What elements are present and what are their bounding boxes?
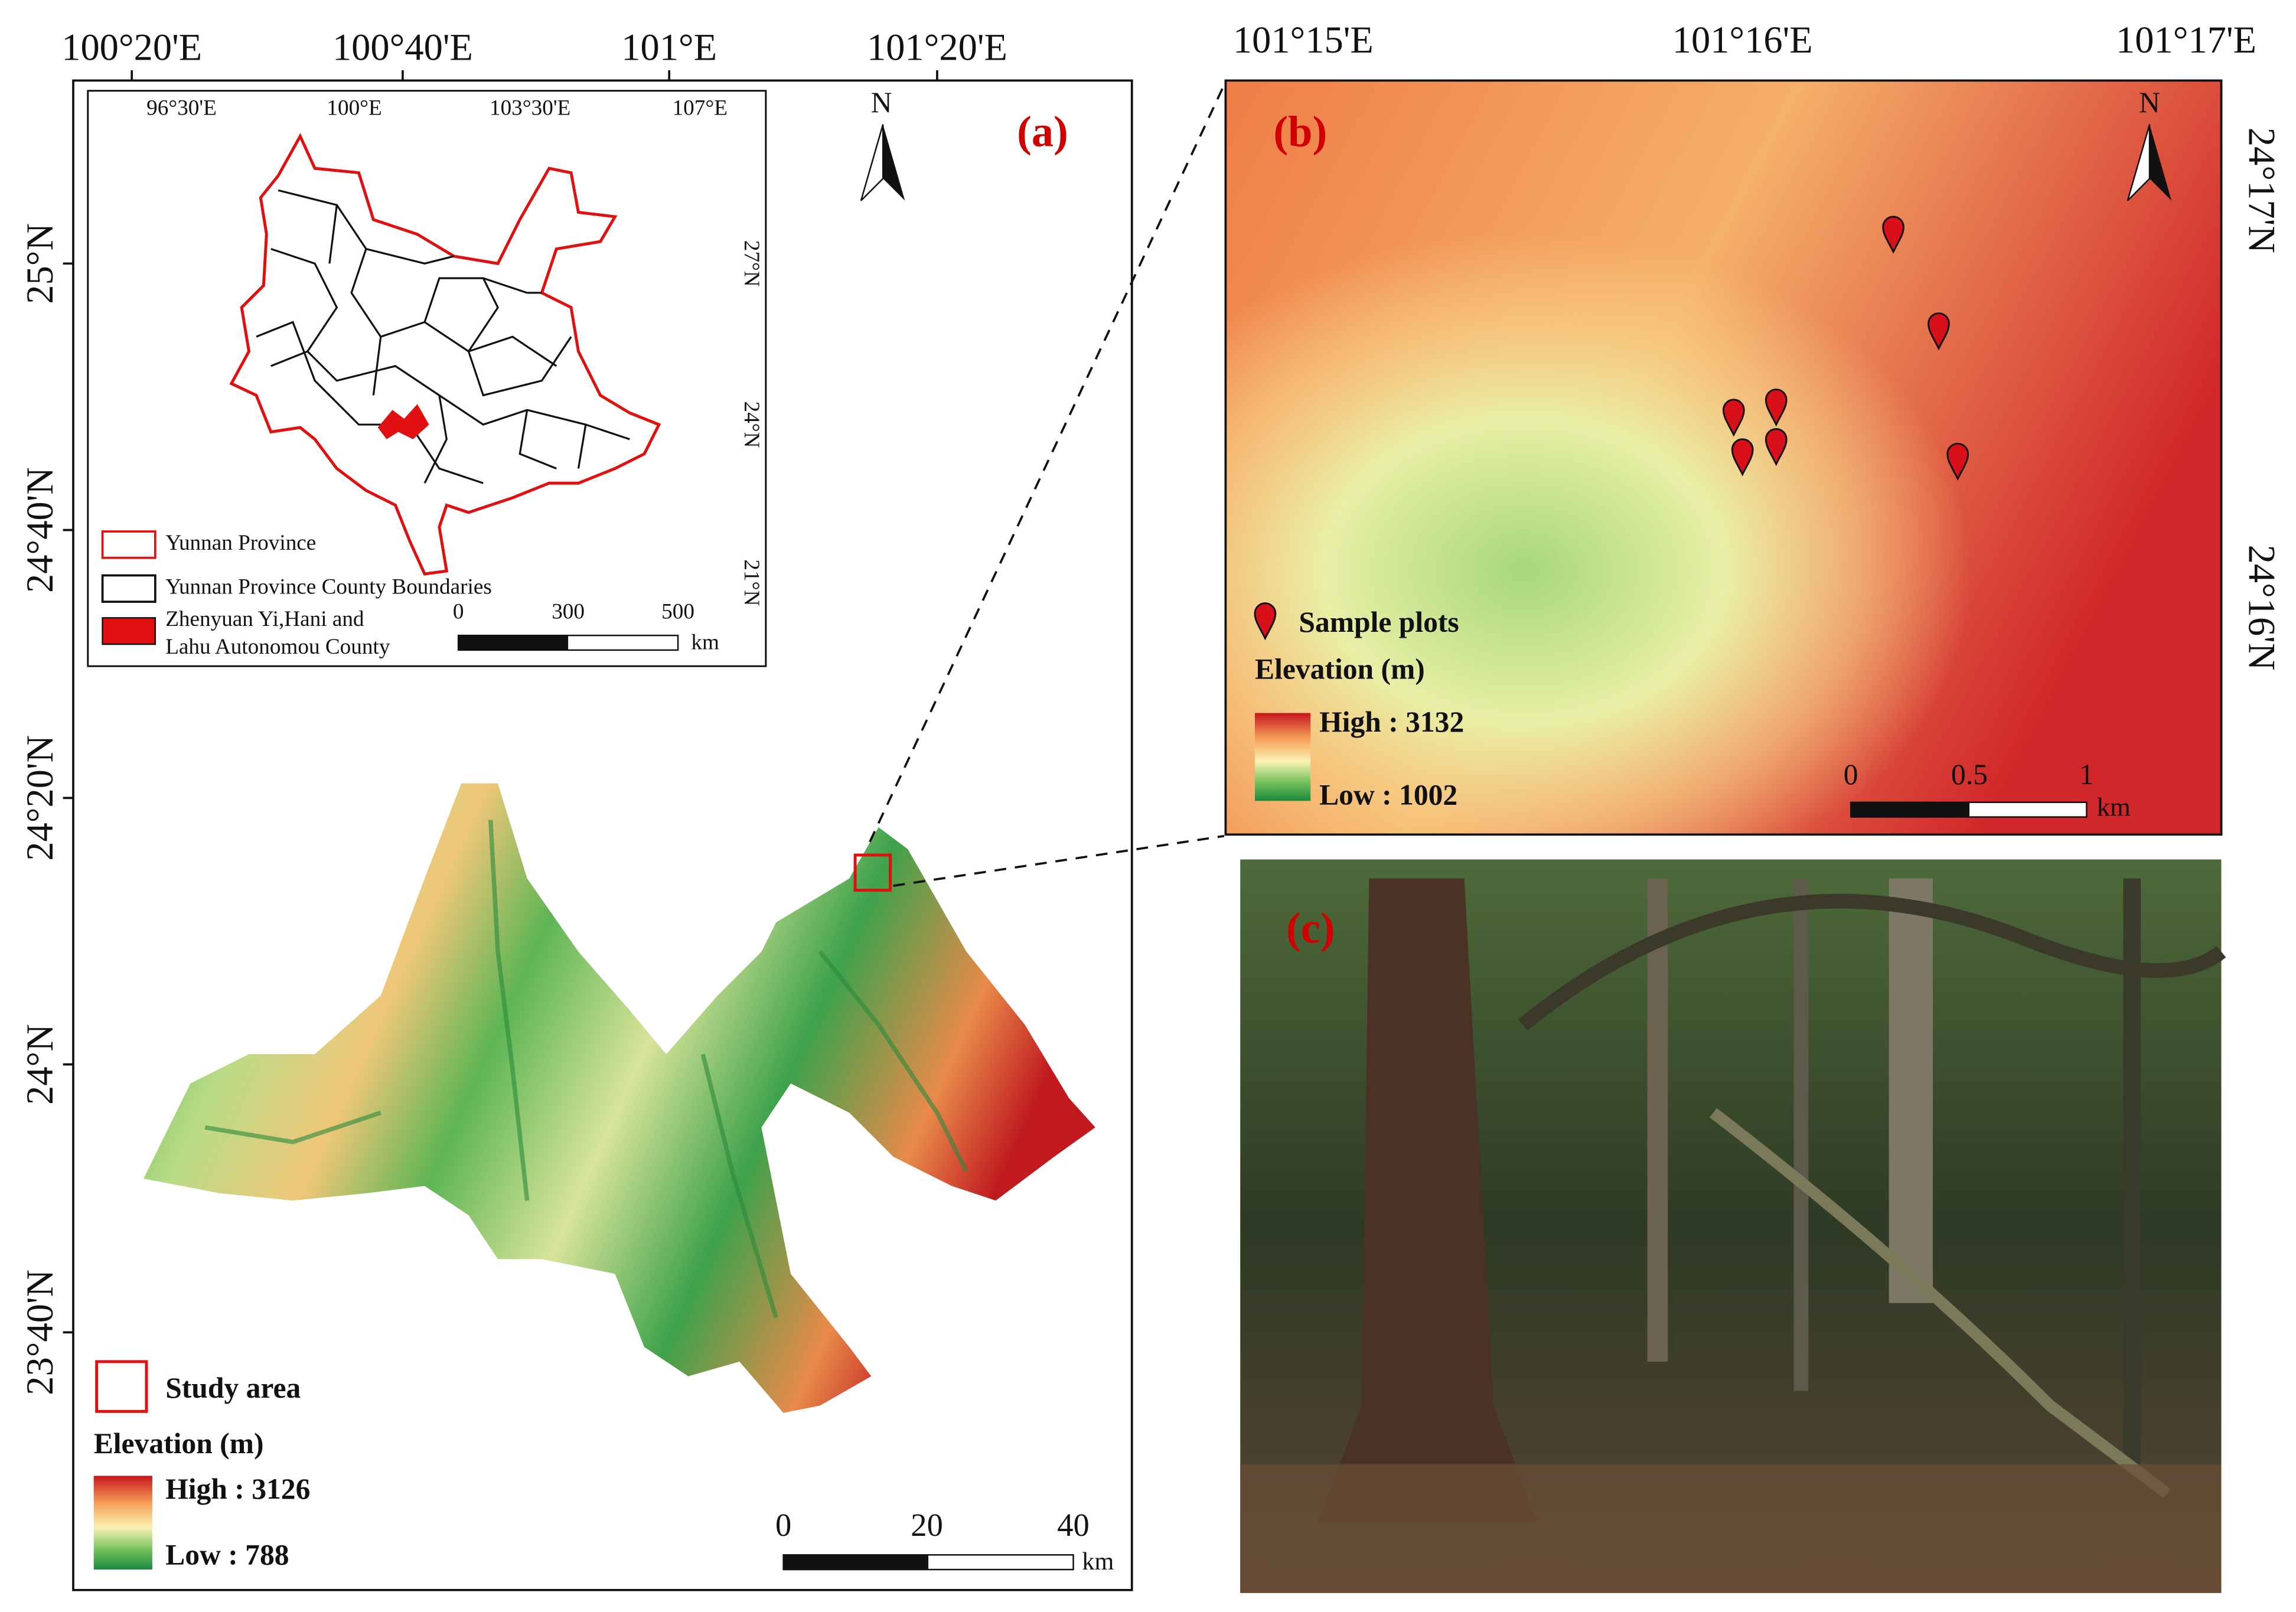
tick-label: 24°40'N [19, 467, 61, 593]
north-arrow [2150, 124, 2172, 201]
inset-tick: 96°30'E [146, 96, 217, 120]
tick-label: 101°15'E [1233, 19, 1374, 61]
inset-tick: 21°N [739, 559, 764, 606]
scale-unit: km [1082, 1548, 1114, 1575]
terrain-valleys [204, 820, 968, 1319]
zoom-line [869, 84, 1225, 843]
scale-label: 500 [661, 599, 694, 624]
panel-label: (c) [1286, 905, 1335, 953]
panel-label: (a) [1017, 108, 1068, 156]
study-area-box [853, 853, 892, 892]
elevation-ramp [93, 1476, 152, 1570]
yunnan-outline [229, 133, 661, 576]
tick-label: 101°E [621, 27, 717, 68]
scale-bar-fill [1851, 802, 1970, 817]
legend-text: High : 3132 [1319, 706, 1464, 738]
legend-title: Elevation (m) [94, 1427, 264, 1460]
scale-label: 40 [1057, 1507, 1090, 1543]
scale-label: 0 [453, 599, 464, 624]
panel-label: (b) [1273, 108, 1327, 156]
plot-marker [1731, 438, 1754, 477]
tick-label: 101°20'E [867, 27, 1007, 68]
zhenyuan-county [377, 404, 429, 439]
north-label: N [871, 86, 892, 119]
plot-marker [1928, 312, 1950, 351]
legend-text: Yunnan Province County Boundaries [165, 575, 492, 599]
legend-title: Elevation (m) [1255, 652, 1425, 685]
legend-swatch [102, 617, 156, 645]
north-label: N [2139, 86, 2160, 119]
inset-tick: 100°E [327, 96, 381, 120]
plot-marker [1722, 399, 1745, 437]
inset-tick: 27°N [739, 240, 764, 287]
inset-tick: 103°30'E [490, 96, 570, 120]
scale-label: 20 [911, 1507, 943, 1543]
legend-swatch [101, 574, 156, 603]
inset-tick: 24°N [739, 402, 764, 448]
tick-label: 23°40'N [19, 1270, 61, 1395]
study-area-elevation [144, 783, 1095, 1413]
tick-label: 100°20'E [61, 27, 202, 68]
scale-label: 300 [552, 599, 585, 624]
tick-label: 24°N [19, 1024, 61, 1105]
scale-label: 0 [1844, 758, 1858, 791]
tick-label: 101°16'E [1672, 19, 1813, 61]
plot-marker [1765, 428, 1788, 466]
elevation-ramp [1255, 713, 1311, 801]
sample-plots [1254, 216, 1969, 641]
scale-unit: km [2097, 792, 2131, 821]
scale-label: 0 [775, 1507, 791, 1543]
county-boundaries [256, 189, 630, 484]
scale-label: 0.5 [1951, 758, 1988, 791]
plot-marker [1254, 602, 1277, 641]
scale-label: 1 [2079, 758, 2094, 791]
tick-label: 24°20'N [19, 735, 61, 861]
elevation-raster-low [1225, 80, 2222, 835]
tick-label: 101°17'E [2116, 19, 2256, 61]
legend-text: Sample plots [1299, 606, 1459, 638]
legend-text: Low : 788 [165, 1539, 289, 1571]
legend-text: Lahu Autonomou County [165, 635, 390, 659]
tick-label: 25°N [19, 223, 61, 304]
inset-tick: 107°E [673, 96, 728, 120]
legend-swatch [101, 530, 156, 559]
scale-unit: km [691, 631, 719, 655]
legend-swatch [95, 1360, 148, 1413]
legend-text: Zhenyuan Yi,Hani and [165, 607, 364, 631]
tick-label: 24°16'N [2241, 545, 2283, 671]
tick-label: 24°17'N [2241, 128, 2283, 253]
tick-label: 100°40'E [332, 27, 473, 68]
north-arrow [883, 124, 905, 201]
legend-text: Low : 1002 [1319, 779, 1457, 811]
legend-text: Yunnan Province [165, 531, 316, 555]
plot-marker [1946, 442, 1969, 481]
plot-marker [1765, 389, 1788, 427]
plot-marker [1882, 216, 1904, 254]
legend-text: Study area [165, 1372, 301, 1404]
scale-bar-fill [458, 635, 569, 650]
tick-marks [63, 70, 938, 1334]
legend-text: High : 3126 [165, 1473, 310, 1505]
forest-trees [1240, 878, 2226, 1593]
scale-bar-fill [783, 1555, 929, 1570]
zoom-line [893, 834, 1225, 887]
panel-b-frame [1224, 79, 2223, 836]
